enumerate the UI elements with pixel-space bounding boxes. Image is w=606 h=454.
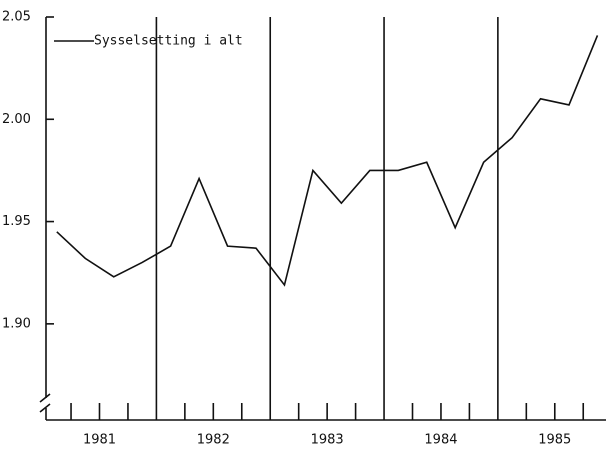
axis-break <box>39 393 51 403</box>
y-tick-label: 2.00 <box>2 112 31 127</box>
x-tick-label: 1985 <box>538 433 571 448</box>
y-tick-label: 1.90 <box>2 316 31 331</box>
x-tick-label: 1982 <box>197 433 230 448</box>
x-tick-label: 1981 <box>83 433 116 448</box>
legend-label: Sysselsetting i alt <box>94 34 243 49</box>
y-tick-label: 2.05 <box>2 10 31 25</box>
y-tick-label: 1.95 <box>2 214 31 229</box>
x-tick-label: 1983 <box>311 433 344 448</box>
x-tick-label: 1984 <box>424 433 457 448</box>
data-line <box>56 35 599 287</box>
axis-break <box>39 403 51 413</box>
